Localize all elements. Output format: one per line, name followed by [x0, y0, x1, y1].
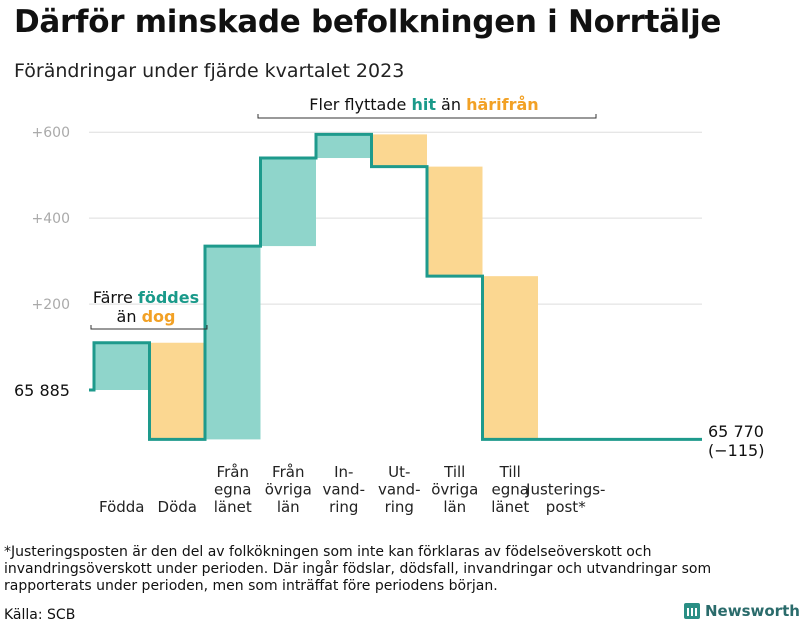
category-label-line: länet: [214, 498, 252, 516]
y-tick-label: +600: [32, 125, 70, 141]
category-label-line: In-: [334, 463, 353, 481]
annotation-span: Färre: [93, 288, 138, 307]
chart-subtitle: Förändringar under fjärde kvartalet 2023: [14, 60, 405, 82]
category-label-line: post*: [546, 498, 586, 516]
category-label-line: Justerings-: [525, 481, 605, 499]
category-label: Från övriga län: [265, 463, 312, 516]
waterfall-bar: [427, 166, 483, 277]
category-label: In-vand-ring: [322, 463, 365, 516]
category-label: Födda: [99, 498, 145, 516]
category-label-line: vand-: [322, 481, 365, 499]
chart-title: Därför minskade befolkningen i Norrtälje: [14, 4, 722, 40]
annotation-fodda-line2: än dog: [117, 307, 176, 326]
waterfall-bar: [316, 134, 372, 159]
category-label-line: Från: [217, 463, 249, 481]
source-label: Källa: SCB: [4, 607, 76, 623]
annotation-span: än: [436, 95, 466, 114]
bar-chart-icon: [684, 603, 700, 619]
waterfall-bar: [94, 342, 150, 390]
waterfall-bar: [149, 342, 205, 440]
category-label-line: övriga: [431, 481, 478, 499]
end-value-label: 65 770: [708, 422, 764, 441]
annotation-span: Fler flyttade: [309, 95, 411, 114]
category-label-line: Döda: [158, 498, 197, 516]
waterfall-bar: [482, 276, 538, 440]
category-label: Döda: [158, 498, 197, 516]
category-label: Från egna länet: [214, 463, 252, 516]
annotation-span: härifrån: [466, 95, 539, 114]
annotation-span: dog: [142, 307, 176, 326]
category-label-line: vand-: [378, 481, 421, 499]
footnote: *Justeringsposten är den del av folkökni…: [4, 544, 712, 594]
annotation-span: hit: [411, 95, 436, 114]
y-tick-label: +400: [32, 211, 70, 227]
category-label-line: Till: [499, 463, 521, 481]
category-label-line: Från: [272, 463, 304, 481]
annotation-bracket-births: [90, 325, 208, 330]
waterfall-bar: [260, 158, 316, 247]
annotation-span: än: [117, 307, 142, 326]
brand-logo: Newsworthy: [684, 602, 800, 620]
waterfall-bar: [205, 246, 261, 440]
category-label-line: Födda: [99, 498, 145, 516]
cumulative-step-line: [89, 132, 702, 441]
brand-name: Newsworthy: [705, 602, 800, 620]
waterfall-bar: [371, 134, 427, 167]
category-label-line: Till: [443, 463, 465, 481]
category-label: Ut-vand-ring: [378, 463, 421, 516]
annotation-fodda-line1: Färre föddes: [93, 288, 199, 307]
start-value-label: 65 885: [14, 381, 70, 400]
category-label-line: län: [277, 498, 300, 516]
category-label-line: övriga: [265, 481, 312, 499]
annotation-span: föddes: [138, 288, 199, 307]
category-label-line: egna: [214, 481, 251, 499]
category-label-line: Ut-: [388, 463, 410, 481]
y-tick-label: +200: [32, 297, 70, 313]
category-label-line: egna: [492, 481, 529, 499]
category-label-line: länet: [491, 498, 529, 516]
category-label-line: ring: [329, 498, 358, 516]
net-change-label: (−115): [708, 441, 764, 460]
category-label: Till egna länet: [491, 463, 529, 516]
category-label: Justerings-post*: [525, 481, 605, 517]
annotation-bracket-migration: [257, 114, 597, 119]
category-label: Till övriga län: [431, 463, 478, 516]
category-label-line: län: [443, 498, 466, 516]
category-label-line: ring: [385, 498, 414, 516]
annotation-flytt: Fler flyttade hit än härifrån: [309, 95, 538, 114]
